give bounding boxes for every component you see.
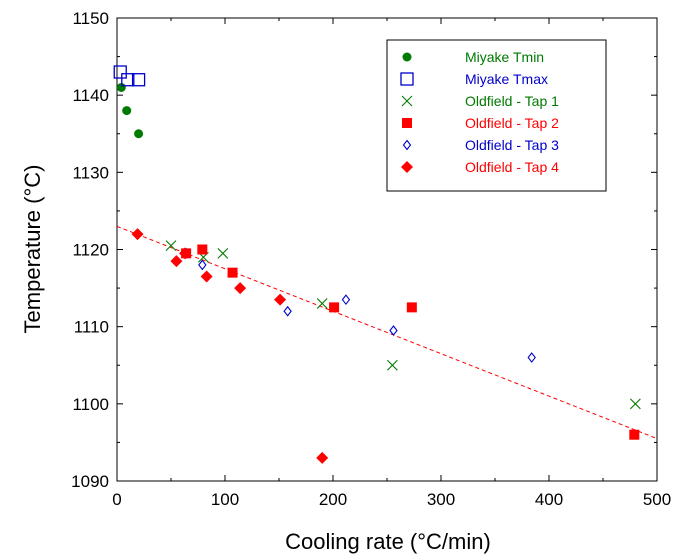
point-oldfield-tap-3 bbox=[283, 305, 292, 317]
x-tick-label: 100 bbox=[211, 490, 239, 509]
point-miyake-tmax bbox=[121, 73, 135, 87]
x-axis-label: Cooling rate (°C/min) bbox=[285, 529, 491, 554]
point-oldfield-tap-4 bbox=[234, 282, 247, 295]
x-tick-label: 200 bbox=[319, 490, 347, 509]
point-miyake-tmax bbox=[113, 65, 127, 79]
point-oldfield-tap-3 bbox=[389, 325, 398, 336]
y-axis-label: Temperature (°C) bbox=[20, 165, 45, 334]
x-tick-label: 300 bbox=[427, 490, 455, 509]
legend-label-miyake-tmax: Miyake Tmax bbox=[465, 71, 548, 87]
point-miyake-tmin bbox=[134, 129, 144, 139]
point-oldfield-tap-1 bbox=[630, 398, 641, 410]
trend-line bbox=[116, 225, 658, 440]
legend-marker-oldfield-tap-2 bbox=[402, 118, 412, 128]
point-oldfield-tap-3 bbox=[527, 352, 536, 363]
legend-marker-miyake-tmin bbox=[402, 52, 412, 62]
legend-marker-oldfield-tap-3 bbox=[402, 139, 412, 151]
point-miyake-tmin bbox=[122, 106, 132, 116]
y-tick-label: 1130 bbox=[72, 163, 109, 182]
point-oldfield-tap-2 bbox=[227, 267, 238, 278]
point-oldfield-tap-4 bbox=[200, 270, 213, 283]
y-tick-label: 1110 bbox=[74, 318, 109, 337]
y-tick-label: 1140 bbox=[72, 86, 109, 105]
point-oldfield-tap-1 bbox=[316, 298, 328, 309]
point-oldfield-tap-1 bbox=[165, 240, 177, 252]
point-miyake-tmax bbox=[131, 73, 146, 87]
legend-box bbox=[386, 39, 607, 192]
y-tick-label: 1090 bbox=[71, 472, 109, 491]
point-oldfield-tap-2 bbox=[329, 302, 340, 313]
y-tick-label: 1150 bbox=[72, 9, 109, 28]
legend-label-oldfield-tap-3: Oldfield - Tap 3 bbox=[465, 137, 559, 153]
point-oldfield-tap-3 bbox=[198, 259, 207, 271]
x-tick-label: 500 bbox=[643, 490, 671, 509]
point-oldfield-tap-4 bbox=[316, 451, 329, 464]
legend: Miyake Tmin Miyake Tmax Oldfield - Tap 1 Ol… bbox=[386, 39, 607, 192]
y-tick-label: 1120 bbox=[72, 241, 109, 260]
legend-label-oldfield-tap-1: Oldfield - Tap 1 bbox=[465, 93, 559, 109]
point-oldfield-tap-3 bbox=[341, 294, 351, 306]
point-oldfield-tap-4 bbox=[131, 228, 144, 241]
y-tick-label: 1100 bbox=[72, 395, 109, 414]
legend-label-oldfield-tap-2: Oldfield - Tap 2 bbox=[465, 115, 559, 131]
point-oldfield-tap-2 bbox=[197, 244, 208, 255]
point-oldfield-tap-1 bbox=[387, 359, 398, 371]
point-oldfield-tap-4 bbox=[179, 247, 192, 260]
point-oldfield-tap-4 bbox=[170, 255, 183, 268]
legend-marker-miyake-tmax bbox=[400, 72, 414, 86]
legend-marker-oldfield-tap-1 bbox=[401, 95, 413, 107]
point-oldfield-tap-2 bbox=[406, 302, 417, 313]
point-oldfield-tap-4 bbox=[274, 293, 287, 306]
x-tick-label: 400 bbox=[535, 490, 563, 509]
legend-marker-oldfield-tap-4 bbox=[401, 161, 413, 173]
x-tick-label: 0 bbox=[112, 490, 121, 509]
point-oldfield-tap-2 bbox=[629, 429, 640, 440]
legend-label-miyake-tmin: Miyake Tmin bbox=[465, 49, 544, 65]
point-oldfield-tap-1 bbox=[217, 247, 229, 259]
legend-label-oldfield-tap-4: Oldfield - Tap 4 bbox=[465, 159, 559, 175]
